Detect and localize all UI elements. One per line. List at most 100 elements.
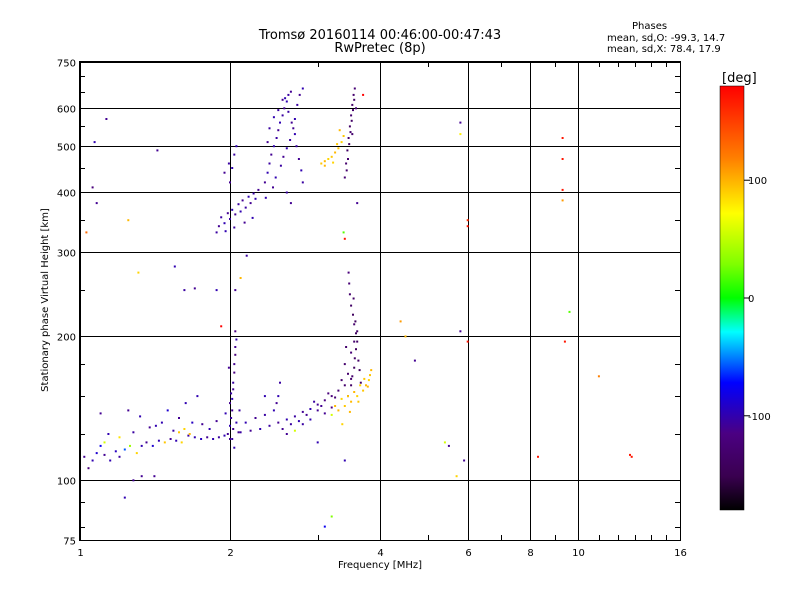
data-point xyxy=(208,428,211,430)
x-tick-label: 1 xyxy=(77,548,83,559)
data-point xyxy=(232,428,235,430)
data-point xyxy=(99,412,102,415)
data-point xyxy=(352,297,355,300)
data-point xyxy=(268,424,271,427)
data-point xyxy=(330,515,333,518)
data-point xyxy=(230,392,233,395)
data-point xyxy=(350,400,353,403)
data-point xyxy=(227,162,230,165)
data-point xyxy=(323,399,326,402)
data-point xyxy=(123,496,126,499)
data-point xyxy=(568,310,571,313)
data-point xyxy=(107,433,110,435)
data-point xyxy=(320,405,323,407)
data-point xyxy=(183,289,186,292)
data-point xyxy=(367,379,370,382)
data-point xyxy=(341,423,344,426)
data-point xyxy=(330,155,333,158)
data-point xyxy=(330,413,333,416)
data-point xyxy=(127,219,130,222)
data-point xyxy=(320,162,323,165)
data-point xyxy=(235,421,238,424)
data-point xyxy=(323,412,326,415)
data-point xyxy=(243,221,246,224)
colorbar xyxy=(719,85,745,511)
data-point xyxy=(263,395,266,398)
chart-title: Tromsø 20160114 00:46:00-00:47:43 xyxy=(258,28,502,43)
data-point xyxy=(363,377,366,380)
data-point xyxy=(323,525,326,528)
data-point xyxy=(309,418,312,421)
data-point xyxy=(348,282,351,285)
data-point xyxy=(352,109,354,112)
data-point xyxy=(244,421,247,424)
y-tick-label: 200 xyxy=(57,333,76,344)
gridlines xyxy=(80,62,681,541)
data-point xyxy=(340,397,343,400)
data-point xyxy=(244,206,247,209)
data-point xyxy=(316,409,319,412)
data-point xyxy=(223,171,226,174)
data-point xyxy=(140,475,143,478)
data-point xyxy=(206,436,209,439)
data-point xyxy=(289,90,292,93)
data-point xyxy=(234,213,237,216)
data-point xyxy=(279,381,281,384)
data-point xyxy=(285,433,288,435)
data-point xyxy=(178,417,180,419)
data-point xyxy=(327,392,330,395)
data-point xyxy=(345,346,348,348)
data-point xyxy=(279,121,281,124)
data-point xyxy=(233,226,236,229)
data-point xyxy=(353,357,356,360)
data-point xyxy=(215,231,218,234)
data-point xyxy=(220,325,223,328)
data-point xyxy=(287,93,290,96)
data-point xyxy=(334,396,337,399)
data-point xyxy=(87,467,90,470)
data-point xyxy=(561,137,564,139)
data-point xyxy=(91,186,94,189)
data-point xyxy=(285,147,288,150)
data-point xyxy=(356,202,359,205)
data-point xyxy=(239,431,242,434)
data-point xyxy=(563,340,566,343)
data-point xyxy=(305,413,308,416)
stats-header: Phases xyxy=(632,21,668,32)
data-point xyxy=(285,191,288,194)
data-point xyxy=(123,448,126,451)
data-point xyxy=(349,131,352,134)
data-point xyxy=(352,313,354,316)
data-point xyxy=(370,369,373,372)
x-tick-label: 16 xyxy=(674,548,687,559)
data-point xyxy=(347,271,350,274)
data-point xyxy=(342,135,345,137)
data-point xyxy=(263,181,266,184)
colorbar-tick-label: -100 xyxy=(748,412,771,423)
data-point xyxy=(351,133,354,136)
data-point xyxy=(233,446,236,449)
data-point xyxy=(366,385,369,388)
data-point xyxy=(327,158,330,160)
y-tick-label: 400 xyxy=(57,189,76,200)
data-point xyxy=(252,192,255,195)
data-point xyxy=(274,176,277,179)
y-axis-label: Stationary phase Virtual Height [km] xyxy=(40,208,51,392)
data-point xyxy=(369,374,371,377)
data-point xyxy=(272,145,275,148)
data-point xyxy=(220,216,223,219)
data-point xyxy=(597,375,600,378)
data-point xyxy=(356,330,359,333)
data-point xyxy=(298,93,301,96)
data-point xyxy=(234,353,237,356)
data-point xyxy=(561,158,564,160)
colorbar-tick-label: 0 xyxy=(748,294,754,305)
data-point xyxy=(334,405,337,407)
data-point xyxy=(353,87,356,90)
data-point xyxy=(263,413,266,416)
data-point xyxy=(234,330,237,333)
data-point xyxy=(297,158,300,160)
colorbar-tick-label: 100 xyxy=(748,176,767,187)
chart-subtitle: RwPretec (8p) xyxy=(334,41,426,56)
data-point xyxy=(357,359,360,362)
